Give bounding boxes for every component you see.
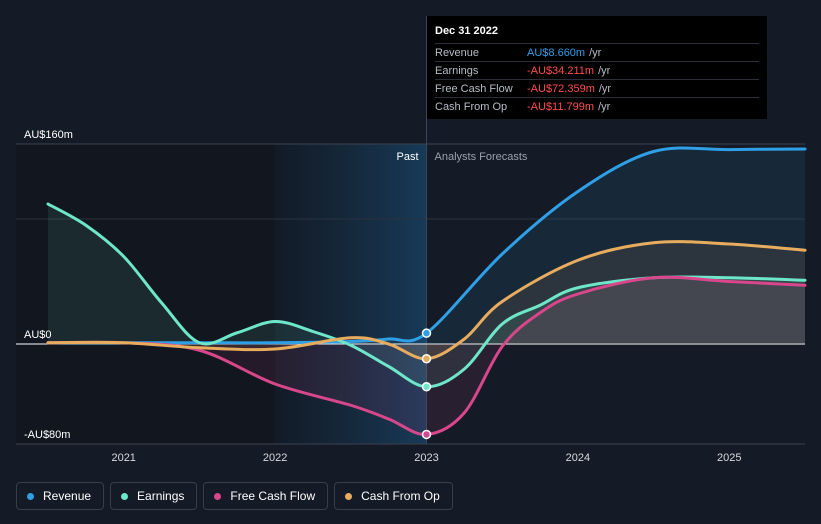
tooltip-row-unit: /yr [598, 100, 611, 113]
cash-from-op-area [48, 241, 805, 359]
legend-item-earnings[interactable]: Earnings [110, 482, 198, 510]
legend-item-cash-from-op[interactable]: Cash From Op [334, 482, 453, 510]
y-tick-label: -AU$80m [24, 429, 70, 441]
highlight-band [275, 144, 427, 444]
tooltip-row-label: Free Cash Flow [435, 82, 513, 95]
free-cash-flow-line[interactable] [46, 275, 807, 436]
legend-label: Free Cash Flow [230, 489, 316, 503]
x-tick-label: 2023 [414, 452, 438, 464]
legend-item-revenue[interactable]: Revenue [16, 482, 105, 510]
legend-dot-icon [214, 492, 222, 500]
past-label: Past [396, 151, 418, 163]
revenue-area [48, 147, 805, 344]
tooltip-row-label: Revenue [435, 46, 480, 59]
x-tick-label: 2025 [717, 452, 741, 464]
tooltip-row-label: Cash From Op [435, 100, 508, 113]
tooltip-row: Revenue AU$8.660m/yr [435, 43, 759, 61]
tooltip-row: Cash From Op -AU$11.799m/yr [435, 97, 759, 115]
legend-label: Revenue [43, 489, 92, 503]
tooltip-row-value: -AU$72.359m [527, 82, 595, 95]
revenue-marker[interactable] [421, 328, 432, 338]
cash-from-op-marker[interactable] [421, 353, 432, 364]
earnings-marker[interactable] [421, 382, 432, 392]
tooltip-row-unit: /yr [598, 82, 612, 95]
y-tick-label: AU$160m [24, 129, 73, 141]
legend-label: Cash From Op [361, 489, 440, 503]
tooltip-date: Dec 31 2022 [435, 25, 498, 37]
legend-label: Earnings [137, 489, 185, 503]
tooltip-row-label: Earnings [435, 64, 479, 77]
tooltip-row-unit: /yr [598, 64, 611, 77]
y-tick-label: AU$0 [24, 329, 52, 341]
x-tick-label: 2022 [263, 452, 287, 464]
tooltip-row-unit: /yr [589, 46, 602, 59]
tooltip-row: Free Cash Flow -AU$72.359m/yr [435, 79, 759, 97]
tooltip-row-value: -AU$11.799m [527, 100, 595, 113]
legend-dot-icon [121, 492, 129, 500]
earnings-area [48, 204, 805, 387]
legend: Revenue Earnings Free Cash Flow Cash From O… [16, 482, 453, 512]
tooltip-row-value: -AU$34.211m [527, 64, 595, 77]
legend-dot-icon [27, 492, 34, 500]
x-tick-label: 2024 [566, 452, 590, 464]
tooltip-row: Earnings -AU$34.211m/yr [435, 61, 759, 79]
tooltip-row-value: AU$8.660m [527, 46, 586, 59]
tooltip: Dec 31 2022 Revenue AU$8.660m/yr Earnings -… [427, 16, 767, 119]
free-cash-flow-marker[interactable] [421, 429, 432, 440]
forecast-label: Analysts Forecasts [435, 151, 528, 163]
revenue-line[interactable] [46, 146, 807, 345]
legend-item-free-cash-flow[interactable]: Free Cash Flow [203, 482, 329, 510]
earnings-line[interactable] [46, 202, 807, 389]
x-tick-label: 2021 [111, 452, 135, 464]
legend-dot-icon [345, 492, 353, 500]
